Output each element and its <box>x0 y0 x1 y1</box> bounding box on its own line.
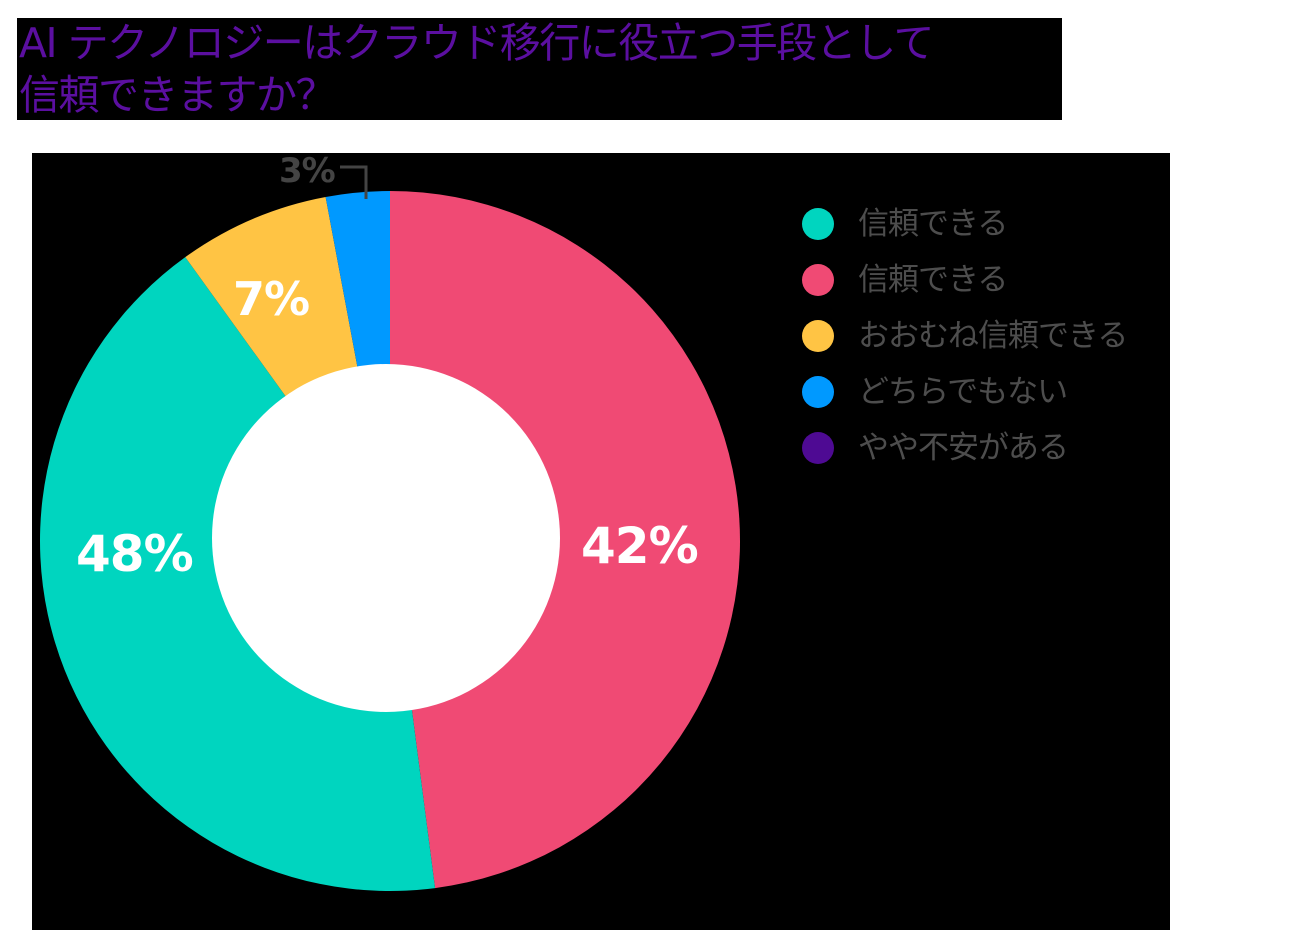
legend-dot-icon <box>802 320 834 352</box>
legend-item: 信頼できる <box>802 206 1202 248</box>
legend-item: おおむね信頼できる <box>802 318 1202 360</box>
title-box: AI テクノロジーはクラウド移行に役立つ手段として 信頼できますか？ <box>17 18 1062 120</box>
donut-hole <box>212 364 560 712</box>
legend-item: どちらでもない <box>802 374 1202 416</box>
slice-label-teal: 48% <box>76 525 194 583</box>
legend-dot-icon <box>802 376 834 408</box>
legend-item: 信頼できる <box>802 262 1202 304</box>
legend-label: やや不安がある <box>858 430 1069 466</box>
legend-label: 信頼できる <box>858 262 1008 298</box>
chart-area: 3% 7% 48% 42% 信頼できる 信頼できる おおむね信頼できる どちらで… <box>32 151 1170 930</box>
chart-title-line-1: AI テクノロジーはクラウド移行に役立つ手段として <box>19 19 934 67</box>
slice-label-yellow: 7% <box>233 272 310 326</box>
chart-title-line-2: 信頼できますか？ <box>19 71 337 119</box>
slice-label-blue: 3% <box>279 151 336 191</box>
donut-chart <box>40 165 740 891</box>
legend-dot-icon <box>802 432 834 464</box>
slice-label-pink: 42% <box>581 517 699 575</box>
leader-line-3pct <box>340 165 368 199</box>
legend-dot-icon <box>802 208 834 240</box>
legend-label: どちらでもない <box>858 374 1068 410</box>
legend-dot-icon <box>802 264 834 296</box>
legend-label: 信頼できる <box>858 206 1008 242</box>
legend-label: おおむね信頼できる <box>858 318 1128 354</box>
donut-slice <box>390 191 740 889</box>
legend-item: やや不安がある <box>802 430 1202 472</box>
